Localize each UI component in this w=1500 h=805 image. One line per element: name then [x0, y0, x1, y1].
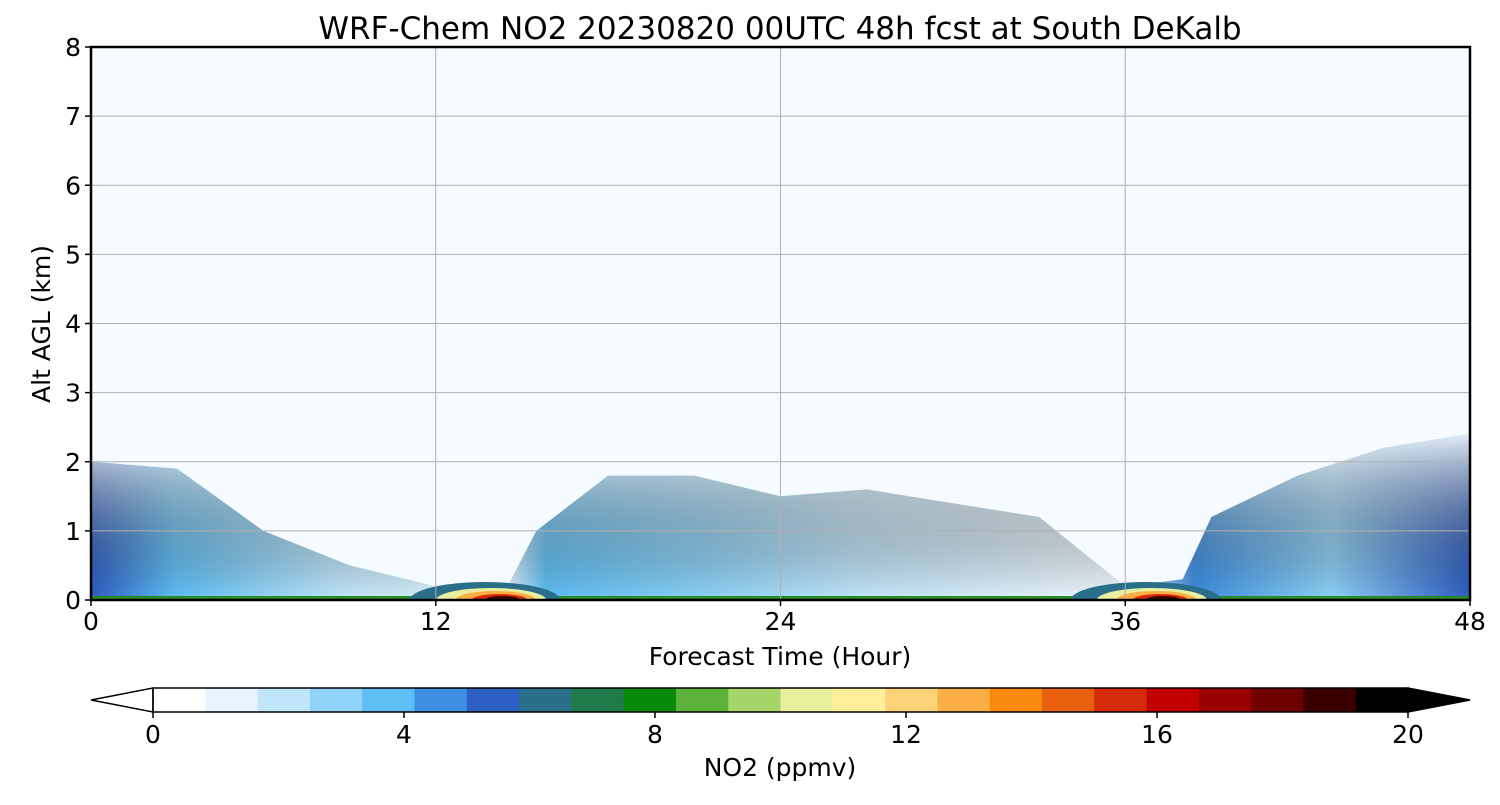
colorbar-cell [1198, 688, 1252, 712]
colorbar-cell [675, 688, 729, 712]
colorbar-label: NO2 (ppmv) [704, 753, 857, 782]
y-tick-label: 3 [65, 379, 81, 408]
y-tick-label: 6 [65, 171, 81, 200]
colorbar-cell [571, 688, 625, 712]
colorbar-cell [885, 688, 938, 712]
x-tick-label: 36 [1109, 607, 1141, 636]
colorbar-cell [414, 688, 468, 712]
y-tick-label: 0 [65, 586, 81, 615]
x-tick-label: 48 [1454, 607, 1486, 636]
colorbar-tick-label: 0 [145, 720, 161, 749]
colorbar [90, 687, 1471, 713]
colorbar-tick-label: 12 [890, 720, 922, 749]
colorbar-cell [153, 688, 206, 712]
colorbar-extend-max [1407, 687, 1471, 713]
colorbar-tick-label: 8 [647, 720, 663, 749]
colorbar-ticks: 0 4 8 12 16 20 [145, 712, 1424, 749]
x-tick-label: 0 [83, 607, 99, 636]
y-axis-ticks: 0 1 2 3 4 5 6 7 8 [65, 33, 91, 615]
colorbar-cell [309, 688, 363, 712]
colorbar-cell [989, 688, 1043, 712]
colorbar-cell [832, 688, 886, 712]
colorbar-cell [1146, 688, 1200, 712]
colorbar-cell [466, 688, 520, 712]
y-tick-label: 4 [65, 310, 81, 339]
colorbar-cell [1041, 688, 1095, 712]
colorbar-extend-min [90, 687, 154, 713]
colorbar-cell [1251, 688, 1305, 712]
colorbar-tick-label: 20 [1392, 720, 1424, 749]
colorbar-cell [728, 688, 782, 712]
colorbar-cell [1303, 688, 1357, 712]
x-axis-ticks: 0 12 24 36 48 [83, 600, 1486, 636]
chart-title: WRF-Chem NO2 20230820 00UTC 48h fcst at … [318, 11, 1241, 47]
colorbar-cell [1094, 688, 1148, 712]
y-axis-label: Alt AGL (km) [27, 245, 56, 403]
x-tick-label: 24 [765, 607, 797, 636]
colorbar-cell [362, 688, 416, 712]
x-axis-label: Forecast Time (Hour) [649, 642, 912, 671]
colorbar-frame [152, 687, 1409, 713]
y-tick-label: 2 [65, 448, 81, 477]
colorbar-cell [205, 688, 259, 712]
colorbar-tick-label: 4 [396, 720, 412, 749]
colorbar-cell [623, 688, 677, 712]
y-tick-label: 1 [65, 517, 81, 546]
colorbar-cell [1355, 688, 1409, 712]
colorbar-cell [257, 688, 311, 712]
y-tick-label: 5 [65, 240, 81, 269]
colorbar-cell [519, 688, 572, 712]
colorbar-tick-label: 16 [1141, 720, 1173, 749]
y-tick-label: 8 [65, 33, 81, 62]
x-tick-label: 12 [420, 607, 452, 636]
grid-lines [91, 47, 1470, 600]
y-tick-label: 7 [65, 102, 81, 131]
colorbar-cell [780, 688, 834, 712]
colorbar-cell [937, 688, 991, 712]
